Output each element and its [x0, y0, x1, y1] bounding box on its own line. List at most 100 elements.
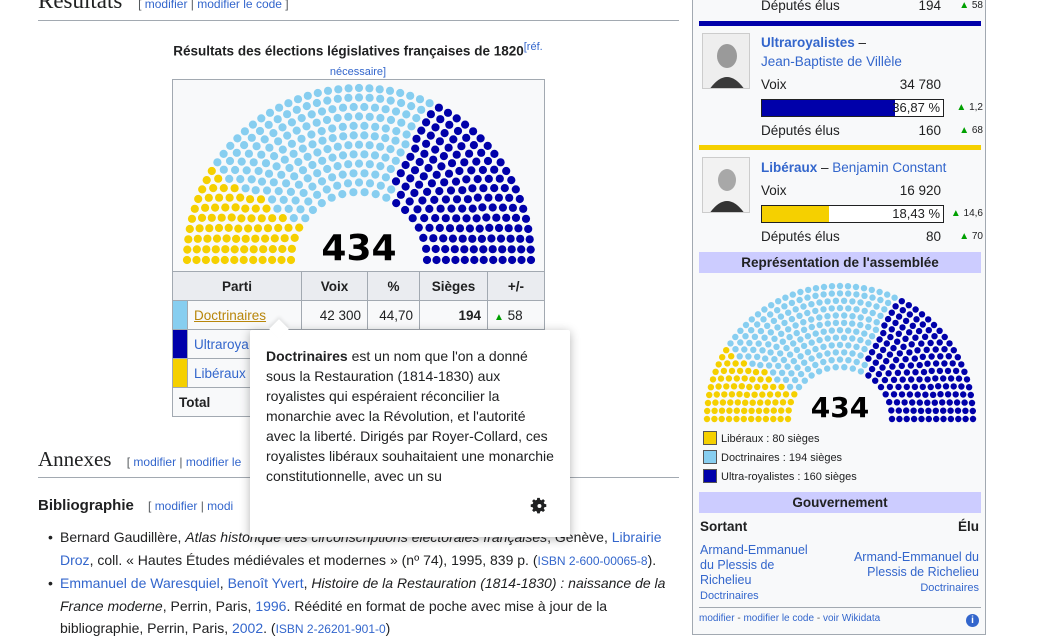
edit-code-link[interactable]: modi — [207, 499, 234, 513]
party-link-doctrinaires[interactable]: Doctrinaires — [194, 307, 267, 323]
party-link[interactable]: Libéraux — [761, 160, 818, 175]
seat-dot — [297, 114, 306, 123]
party-link[interactable]: Doctrinaires — [700, 590, 759, 602]
party-link-ultras[interactable]: Ultraroya — [194, 336, 249, 352]
pct-cell: 44,70 — [367, 300, 420, 330]
publisher-link[interactable]: Librairie Droz — [60, 529, 662, 568]
seat-dot — [861, 330, 868, 337]
seat-dot — [737, 327, 744, 334]
seat-dot — [928, 367, 935, 375]
leader-link[interactable]: Benjamin Constant — [832, 160, 947, 175]
seat-dot — [284, 99, 293, 108]
edit-code-link[interactable]: modifier le code — [743, 613, 815, 624]
seat-dot — [876, 353, 883, 360]
isbn-link[interactable]: ISBN 2-26201-901-0 — [275, 622, 386, 636]
seat-dot — [477, 148, 486, 157]
seat-dot — [774, 391, 782, 398]
seat-dot — [401, 205, 410, 215]
citation-needed-link[interactable]: [réf. nécessaire] — [329, 41, 543, 78]
seat-dot — [303, 174, 312, 183]
wikidata-link[interactable]: voir Wikidata — [822, 613, 881, 624]
seat-dot — [304, 197, 313, 206]
seat-dot — [401, 140, 410, 149]
year-link[interactable]: 1996 — [255, 597, 287, 614]
seat-dot — [297, 134, 306, 143]
seat-dot — [386, 96, 395, 105]
seat-dot — [952, 391, 959, 398]
seat-dot — [381, 124, 390, 133]
seat-dot — [791, 391, 798, 398]
seat-dot — [892, 303, 899, 310]
edit-link[interactable]: modifier — [154, 499, 198, 513]
seat-dot — [415, 157, 424, 167]
seat-dot — [354, 140, 364, 149]
seat-dot — [302, 102, 311, 111]
seat-dot — [441, 245, 450, 254]
seat-dot — [849, 320, 856, 327]
leader-link[interactable]: Jean-Baptiste de Villèle — [761, 54, 902, 69]
seat-dot — [836, 304, 844, 312]
party-link[interactable]: Doctrinaires — [920, 582, 979, 594]
sieges-cell: 194 — [419, 300, 488, 330]
party-link[interactable]: Ultraroyalistes — [761, 35, 855, 50]
author-link[interactable]: Emmanuel de Waresquiel — [60, 575, 220, 591]
author-link[interactable]: Benoît Yvert — [227, 575, 304, 591]
seat-dot — [214, 223, 224, 233]
year-link[interactable]: 2002 — [231, 620, 264, 636]
seat-dot — [317, 177, 327, 186]
seat-dot — [812, 345, 819, 353]
seat-dot — [241, 184, 250, 193]
seat-dot — [473, 193, 482, 202]
seat-dot — [247, 214, 256, 223]
seat-dot — [426, 110, 435, 119]
seat-dot — [477, 234, 486, 243]
seat-dot — [447, 159, 457, 168]
seat-dot — [490, 149, 499, 158]
seat-dot — [765, 341, 772, 348]
seat-dot — [748, 327, 755, 334]
pm-link[interactable]: Armand-Emmanuel du Plessis de Richelieu — [700, 543, 808, 587]
seat-dot — [927, 383, 934, 391]
infobox: Députés élus 194 ▲ 58 Ultraroyalistes – … — [692, 0, 986, 635]
edit-code-link[interactable]: modifier le code — [197, 0, 282, 11]
info-icon[interactable]: i — [966, 614, 979, 627]
seat-dot — [940, 375, 947, 382]
isbn-link[interactable]: ISBN 2-600-00065-8 — [537, 553, 648, 568]
seat-dot — [865, 301, 872, 308]
seat-dot — [274, 187, 283, 196]
seat-dot — [932, 375, 939, 382]
seat-dot — [828, 342, 835, 349]
seat-dot — [853, 358, 860, 366]
seat-dot — [291, 196, 300, 205]
seat-dot — [237, 157, 246, 166]
edit-link[interactable]: modifier — [133, 455, 177, 469]
party-link-liberaux[interactable]: Libéraux — [194, 365, 246, 381]
seat-dot — [343, 179, 353, 188]
seat-dot — [728, 391, 736, 398]
portrait-villele[interactable] — [702, 33, 750, 89]
seat-dot — [496, 158, 505, 167]
seat-dot — [902, 335, 909, 342]
edit-code-link[interactable]: modifier le — [185, 455, 242, 469]
edit-link[interactable]: modifier — [144, 0, 188, 11]
seat-dot — [202, 176, 211, 185]
page-preview-popup[interactable]: Doctrinaires est un nom que l'on a donné… — [250, 330, 570, 537]
seat-dot — [937, 391, 944, 398]
voix-value: 34 780 — [899, 77, 941, 92]
seat-dot — [277, 170, 286, 179]
pm-link[interactable]: Armand-Emmanuel du Plessis de Richelieu — [853, 550, 979, 579]
gear-icon[interactable] — [530, 497, 548, 515]
seat-dot — [751, 391, 758, 398]
seat-dot — [775, 362, 782, 370]
seat-dot — [392, 127, 401, 136]
seat-dot — [365, 179, 375, 188]
seat-dot — [958, 383, 965, 390]
edit-link[interactable]: modifier — [699, 613, 735, 624]
seat-dot — [919, 321, 926, 328]
portrait-constant[interactable] — [702, 157, 750, 213]
seat-dot — [921, 333, 929, 340]
seat-dot — [476, 134, 485, 143]
seat-dot — [742, 333, 749, 340]
seat-dot — [484, 193, 493, 202]
seat-dot — [742, 399, 749, 406]
